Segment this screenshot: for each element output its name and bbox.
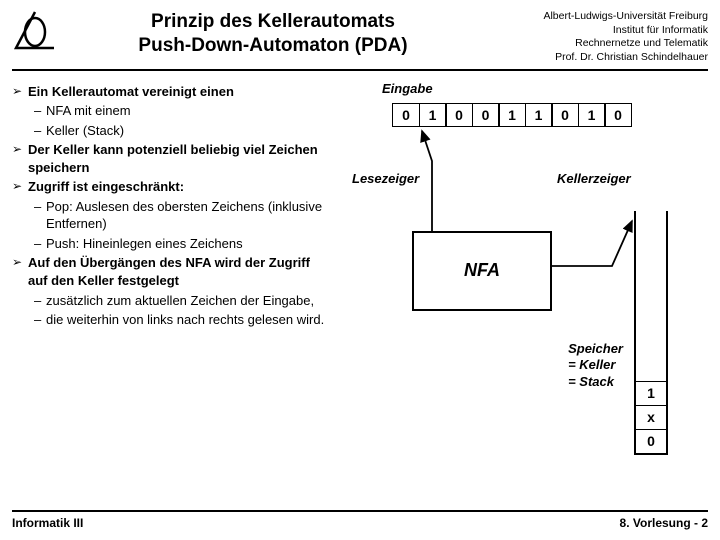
bullet-l1: Ein Kellerautomat vereinigt einen: [12, 83, 332, 101]
affiliation: Albert-Ludwigs-Universität Freiburg Inst…: [478, 8, 708, 65]
bullet-l2: Keller (Stack): [12, 122, 332, 140]
footer-right: 8. Vorlesung - 2: [620, 516, 708, 530]
tape-cell: 0: [445, 103, 473, 127]
bullet-l2: zusätzlich zum aktuellen Zeichen der Ein…: [12, 292, 332, 310]
affil-line: Prof. Dr. Christian Schindelhauer: [478, 51, 708, 65]
eingabe-label: Eingabe: [382, 81, 433, 96]
stack-cell: 0: [636, 429, 666, 453]
stack-empty: [636, 211, 666, 381]
input-tape: 010011010: [392, 103, 708, 127]
footer-divider: [12, 510, 708, 512]
title-line-2: Push-Down-Automaton (PDA): [68, 34, 478, 58]
pda-diagram: Eingabe 010011010 Lesezeiger Kellerzeige…: [332, 81, 708, 329]
title-line-1: Prinzip des Kellerautomats: [68, 10, 478, 34]
stack: 1x0: [634, 211, 668, 455]
speicher-line: = Keller: [568, 357, 623, 374]
footer-left: Informatik III: [12, 516, 83, 530]
tape-cell: 0: [472, 103, 500, 127]
tape-cell: 1: [525, 103, 553, 127]
bullet-l2: Push: Hineinlegen eines Zeichens: [12, 235, 332, 253]
affil-line: Albert-Ludwigs-Universität Freiburg: [478, 10, 708, 24]
tape-cell: 0: [551, 103, 579, 127]
footer: Informatik III 8. Vorlesung - 2: [12, 510, 708, 530]
lesezeiger-label: Lesezeiger: [352, 171, 419, 186]
bullet-l2: NFA mit einem: [12, 102, 332, 120]
nfa-label: NFA: [464, 260, 500, 281]
tape-cell: 0: [604, 103, 632, 127]
bullet-l2: die weiterhin von links nach rechts gele…: [12, 311, 332, 329]
stack-cell: 1: [636, 381, 666, 405]
bullet-l1: Zugriff ist eingeschränkt:: [12, 178, 332, 196]
content: Ein Kellerautomat vereinigt einen NFA mi…: [0, 71, 720, 329]
affil-line: Rechnernetze und Telematik: [478, 37, 708, 51]
header: Prinzip des Kellerautomats Push-Down-Aut…: [0, 0, 720, 65]
tape-cell: 1: [498, 103, 526, 127]
bullet-l1: Auf den Übergängen des NFA wird der Zugr…: [12, 254, 332, 289]
speicher-line: Speicher: [568, 341, 623, 358]
speicher-line: = Stack: [568, 374, 623, 391]
tape-cell: 1: [419, 103, 447, 127]
bullet-l2: Pop: Auslesen des obersten Zeichens (ink…: [12, 198, 332, 233]
nfa-box: NFA: [412, 231, 552, 311]
bullet-l1: Der Keller kann potenziell beliebig viel…: [12, 141, 332, 176]
affil-line: Institut für Informatik: [478, 24, 708, 38]
tape-cell: 0: [392, 103, 420, 127]
stack-cell: x: [636, 405, 666, 429]
university-logo-icon: [12, 8, 58, 54]
bullet-list: Ein Kellerautomat vereinigt einen NFA mi…: [12, 81, 332, 329]
tape-cell: 1: [578, 103, 606, 127]
kellerzeiger-label: Kellerzeiger: [557, 171, 631, 186]
title-block: Prinzip des Kellerautomats Push-Down-Aut…: [68, 8, 478, 58]
speicher-label: Speicher = Keller = Stack: [568, 341, 623, 392]
